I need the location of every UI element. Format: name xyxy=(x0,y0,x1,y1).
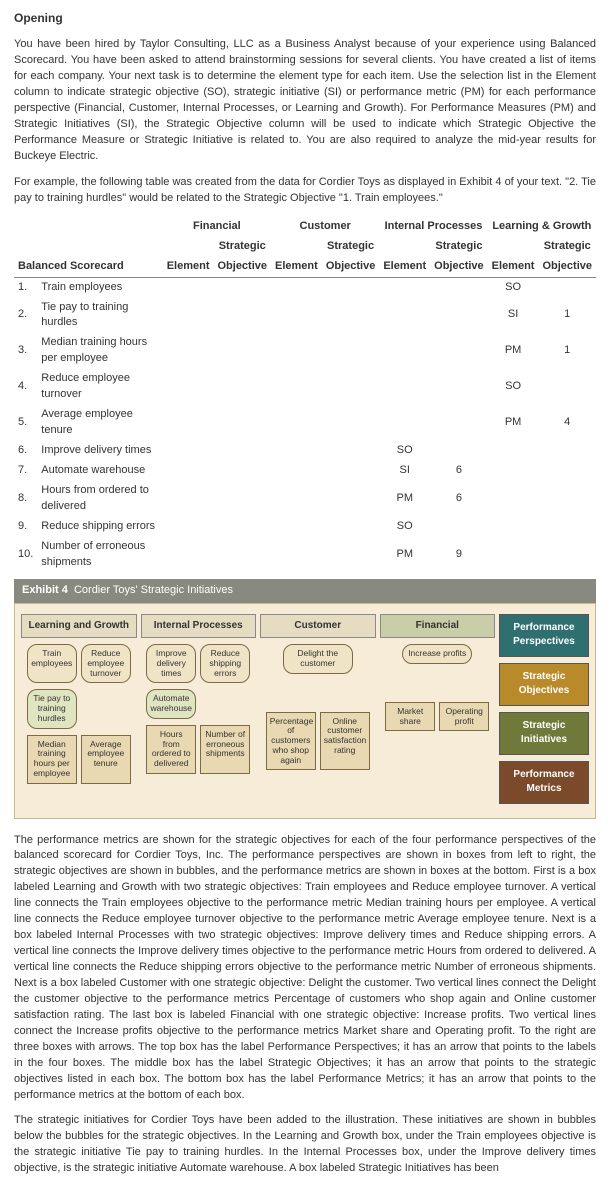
description-paragraph-2: The strategic initiatives for Cordier To… xyxy=(14,1113,596,1177)
intro-paragraph-1: You have been hired by Taylor Consulting… xyxy=(14,37,596,165)
table-row: 10.Number of erroneous shipmentsPM9 xyxy=(14,537,596,573)
exhibit-label: Exhibit 4 xyxy=(22,584,68,596)
col-financial: Financial xyxy=(163,217,271,237)
row-header: Balanced Scorecard xyxy=(14,257,163,277)
side-performance-perspectives: Performance Perspectives xyxy=(499,614,589,657)
table-row: 8.Hours from ordered to deliveredPM6 xyxy=(14,481,596,517)
so-bubble: Reduce shipping errors xyxy=(200,644,250,683)
pm-box: Average employee tenure xyxy=(81,735,131,784)
so-bubble: Reduce employee turnover xyxy=(81,644,131,683)
table-row: 6.Improve delivery timesSO xyxy=(14,441,596,461)
so-bubble: Delight the customer xyxy=(283,644,353,674)
col-learning: Learning & Growth xyxy=(488,217,596,237)
table-row: 4.Reduce employee turnoverSO xyxy=(14,369,596,405)
table-row: 7.Automate warehouseSI6 xyxy=(14,461,596,481)
pm-box: Median training hours per employee xyxy=(27,735,77,784)
table-row: 3.Median training hours per employeePM1 xyxy=(14,333,596,369)
so-bubble: Increase profits xyxy=(402,644,472,664)
description-paragraph-1: The performance metrics are shown for th… xyxy=(14,833,596,1104)
side-labels: Performance Perspectives Strategic Objec… xyxy=(499,614,589,804)
so-bubble: Train employees xyxy=(27,644,77,683)
pm-box: Hours from ordered to delivered xyxy=(146,725,196,774)
pm-box: Market share xyxy=(385,702,435,732)
si-bubble: Automate warehouse xyxy=(146,689,196,719)
side-strategic-initiatives: Strategic Initiatives xyxy=(499,712,589,755)
so-bubble: Improve delivery times xyxy=(146,644,196,683)
col-internal: Internal Processes xyxy=(379,217,487,237)
head-lg: Learning and Growth xyxy=(21,614,137,639)
pm-box: Operating profit xyxy=(439,702,489,732)
table-row: 1.Train employeesSO xyxy=(14,277,596,297)
col-financial: Financial Increase profits Market share … xyxy=(380,614,496,804)
exhibit-bar: Exhibit 4 Cordier Toys' Strategic Initia… xyxy=(14,579,596,603)
exhibit-title: Cordier Toys' Strategic Initiatives xyxy=(74,584,233,596)
side-strategic-objectives: Strategic Objectives xyxy=(499,663,589,706)
si-bubble: Tie pay to training hurdles xyxy=(27,689,77,728)
table-row: 5.Average employee tenurePM4 xyxy=(14,405,596,441)
pm-box: Percentage of customers who shop again xyxy=(266,712,316,771)
col-customer: Customer Delight the customer Percentage… xyxy=(260,614,376,804)
head-cu: Customer xyxy=(260,614,376,639)
pm-box: Number of erroneous shipments xyxy=(200,725,250,774)
col-customer: Customer xyxy=(271,217,379,237)
table-row: 2.Tie pay to training hurdlesSI1 xyxy=(14,298,596,334)
strategy-diagram: Learning and Growth Train employees Redu… xyxy=(14,603,596,819)
head-fi: Financial xyxy=(380,614,496,639)
scorecard-table: Financial Customer Internal Processes Le… xyxy=(14,217,596,573)
col-learning-growth: Learning and Growth Train employees Redu… xyxy=(21,614,137,804)
opening-heading: Opening xyxy=(14,10,596,27)
intro-paragraph-2: For example, the following table was cre… xyxy=(14,175,596,207)
head-ip: Internal Processes xyxy=(141,614,257,639)
col-internal-processes: Internal Processes Improve delivery time… xyxy=(141,614,257,804)
pm-box: Online customer satisfaction rating xyxy=(320,712,370,771)
side-performance-metrics: Performance Metrics xyxy=(499,761,589,804)
table-row: 9.Reduce shipping errorsSO xyxy=(14,517,596,537)
